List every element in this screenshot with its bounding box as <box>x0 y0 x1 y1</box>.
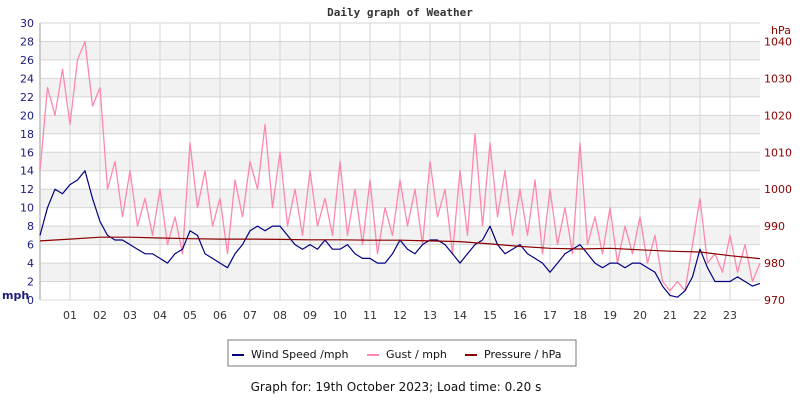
x-tick-label: 10 <box>333 309 347 322</box>
left-tick-label: 30 <box>20 17 34 30</box>
legend-wind: Wind Speed /mph <box>251 348 349 361</box>
right-axis-label: hPa <box>771 24 791 37</box>
x-tick-label: 09 <box>303 309 317 322</box>
left-tick-label: 4 <box>27 257 34 270</box>
left-tick-label: 16 <box>20 146 34 159</box>
x-tick-label: 05 <box>183 309 197 322</box>
x-tick-label: 03 <box>123 309 137 322</box>
left-tick-label: 12 <box>20 183 34 196</box>
legend-pressure: Pressure / hPa <box>484 348 562 361</box>
right-tick-label: 1040 <box>764 35 792 48</box>
x-tick-label: 15 <box>483 309 497 322</box>
left-tick-label: 2 <box>27 276 34 289</box>
x-tick-label: 20 <box>633 309 647 322</box>
right-tick-label: 980 <box>764 257 785 270</box>
left-tick-label: 8 <box>27 220 34 233</box>
left-tick-label: 0 <box>27 294 34 307</box>
left-tick-label: 14 <box>20 165 34 178</box>
legend-box <box>227 339 577 367</box>
right-tick-label: 990 <box>764 220 785 233</box>
x-tick-label: 13 <box>423 309 437 322</box>
x-tick-label: 22 <box>693 309 707 322</box>
left-tick-label: 26 <box>20 54 34 67</box>
x-tick-label: 04 <box>153 309 167 322</box>
left-tick-label: 18 <box>20 128 34 141</box>
legend: Wind Speed /mph Gust / mph Pressure / hP… <box>227 339 577 367</box>
x-tick-label: 08 <box>273 309 287 322</box>
x-tick-label: 06 <box>213 309 227 322</box>
right-tick-label: 1030 <box>764 72 792 85</box>
left-tick-label: 6 <box>27 239 34 252</box>
legend-gust: Gust / mph <box>386 348 447 361</box>
left-axis-label: mph <box>2 289 29 302</box>
left-tick-label: 20 <box>20 109 34 122</box>
right-tick-label: 970 <box>764 294 785 307</box>
gust-line <box>39 40 761 292</box>
left-tick-label: 24 <box>20 72 34 85</box>
x-tick-label: 12 <box>393 309 407 322</box>
x-tick-label: 21 <box>663 309 677 322</box>
footer-text: Graph for: 19th October 2023; Load time:… <box>251 380 542 394</box>
x-tick-label: 01 <box>63 309 77 322</box>
left-tick-label: 28 <box>20 35 34 48</box>
left-tick-label: 22 <box>20 91 34 104</box>
right-tick-label: 1000 <box>764 183 792 196</box>
x-tick-label: 11 <box>363 309 377 322</box>
x-tick-label: 07 <box>243 309 257 322</box>
x-tick-label: 16 <box>513 309 527 322</box>
right-tick-label: 1010 <box>764 146 792 159</box>
pressure-line <box>39 236 761 260</box>
x-tick-label: 23 <box>723 309 737 322</box>
x-tick-label: 19 <box>603 309 617 322</box>
x-tick-label: 17 <box>543 309 557 322</box>
right-tick-label: 1020 <box>764 109 792 122</box>
x-tick-label: 18 <box>573 309 587 322</box>
x-tick-label: 14 <box>453 309 467 322</box>
left-tick-label: 10 <box>20 202 34 215</box>
x-tick-label: 02 <box>93 309 107 322</box>
chart-title: Daily graph of Weather <box>327 6 473 19</box>
